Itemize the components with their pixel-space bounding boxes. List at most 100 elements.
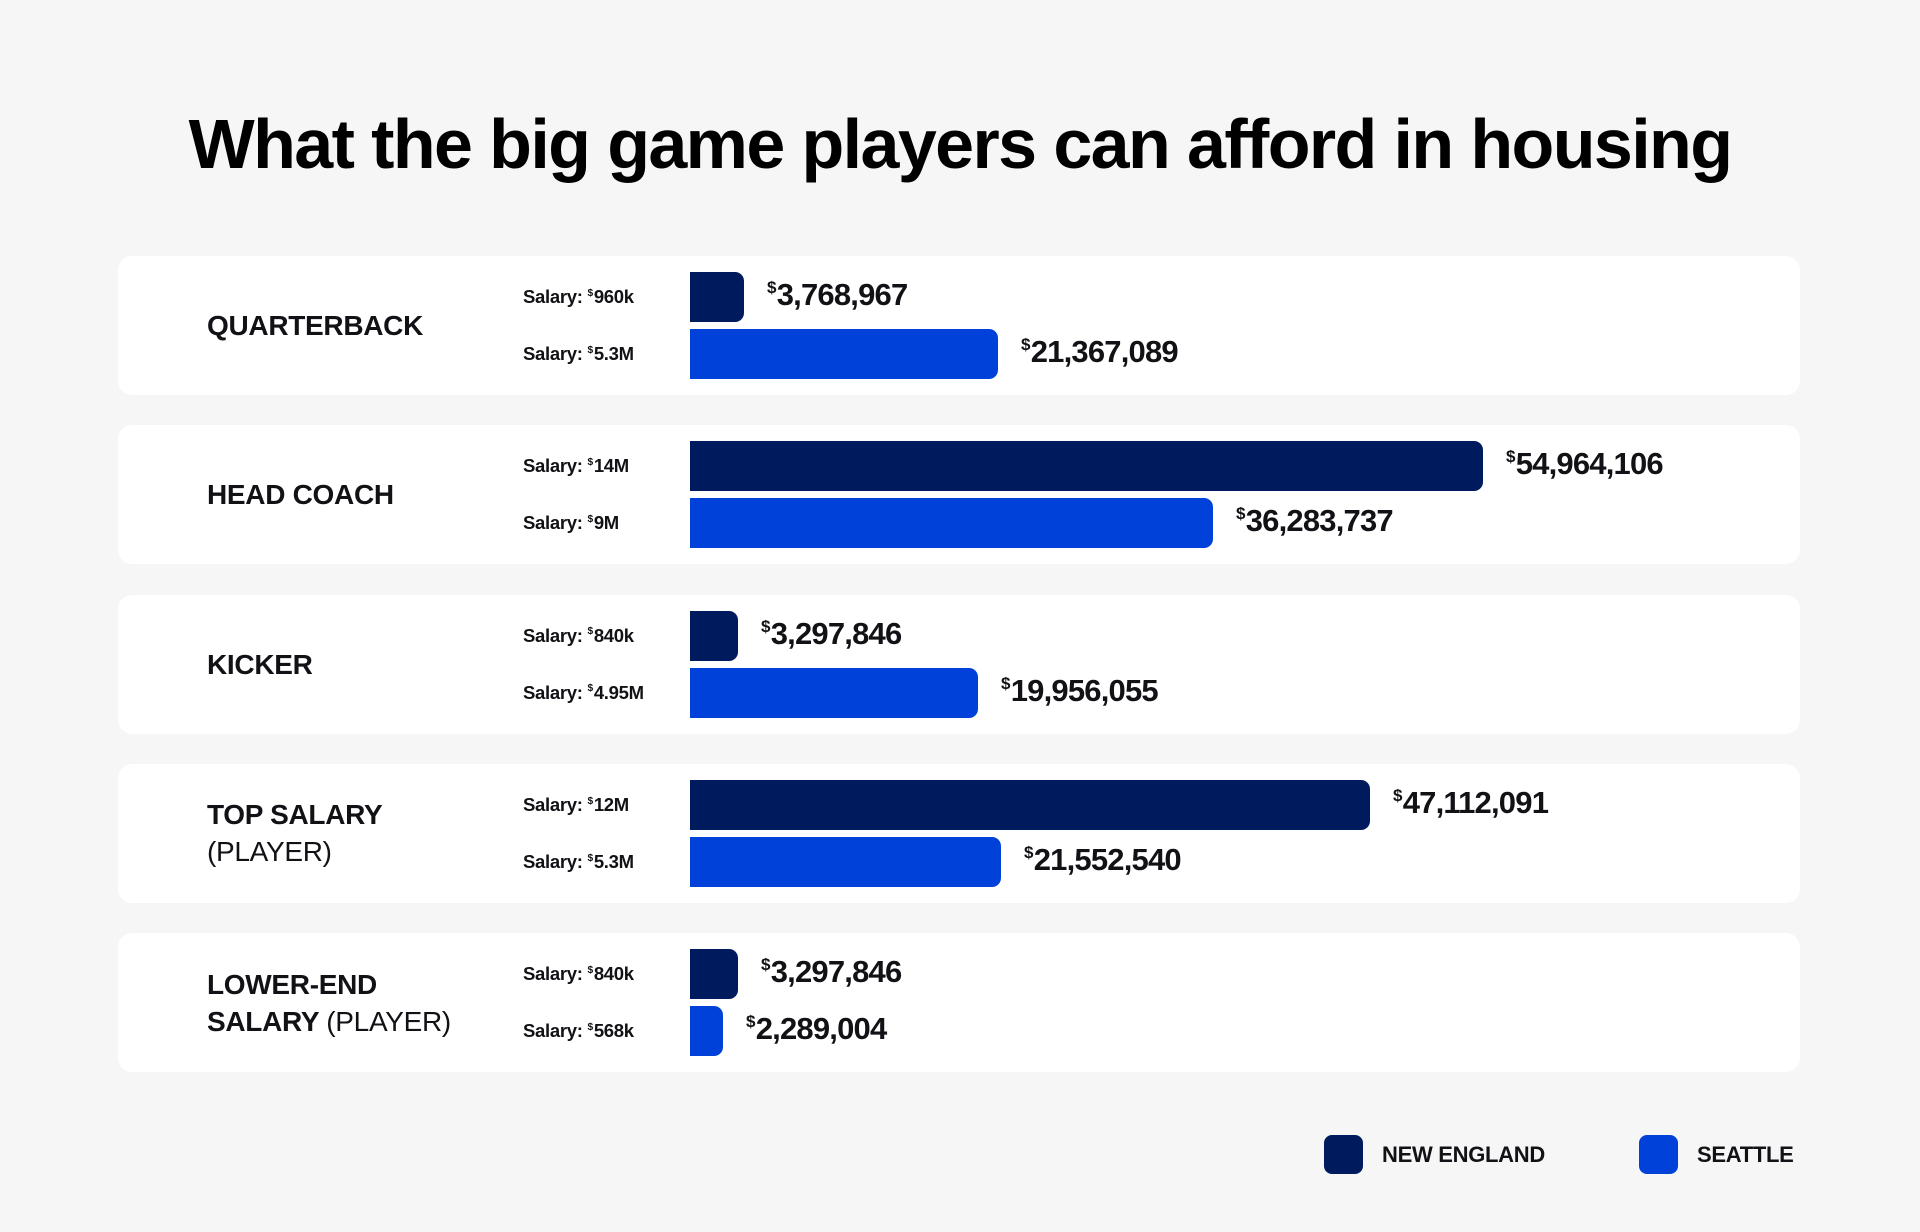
dollar-sign: $ — [1001, 673, 1010, 693]
category-label: LOWER-END SALARY (PLAYER) — [207, 933, 451, 1072]
dollar-sign: $ — [587, 852, 593, 864]
dollar-sign: $ — [761, 955, 770, 975]
dollar-sign: $ — [587, 457, 593, 469]
value-label: $21,367,089 — [1021, 329, 1179, 379]
salary-label: Salary: $12M — [523, 793, 629, 815]
bar-new-england — [690, 949, 738, 999]
value-number: 3,297,846 — [770, 615, 903, 651]
value-number: 21,367,089 — [1030, 334, 1179, 369]
dollar-sign: $ — [1506, 447, 1515, 467]
salary-value: 840k — [593, 963, 634, 984]
category-label-qualifier: (PLAYER) — [326, 1005, 451, 1037]
salary-label: Salary: $840k — [523, 963, 634, 984]
salary-label: Salary: $568k — [523, 1020, 634, 1041]
value-number: 21,552,540 — [1033, 841, 1182, 877]
value-label: $3,297,846 — [761, 949, 903, 999]
bar-new-england — [690, 779, 1370, 830]
salary-label: Salary: $4.95M — [523, 681, 644, 703]
bar-seattle — [690, 667, 978, 718]
bar-row-new-england: Salary: $840k $3,297,846 — [118, 949, 1800, 999]
value-number: 3,768,967 — [776, 277, 909, 312]
category-label-line: SALARY (PLAYER) — [207, 1003, 451, 1040]
legend-label: NEW ENGLAND — [1382, 1141, 1545, 1167]
bar-seattle — [690, 836, 1001, 887]
value-label: $19,956,055 — [1001, 668, 1159, 718]
salary-value: 5.3M — [593, 343, 634, 364]
category-label-bold: TOP SALARY — [207, 799, 383, 831]
bar-row-seattle: Salary: $4.95M $19,956,055 — [118, 667, 1800, 718]
legend-item-new-england: NEW ENGLAND — [1324, 1135, 1545, 1174]
legend-label: SEATTLE — [1697, 1141, 1794, 1167]
dollar-sign: $ — [587, 626, 593, 638]
bar-new-england — [690, 610, 738, 661]
value-label: $36,283,737 — [1236, 498, 1394, 548]
value-number: 2,289,004 — [755, 1011, 888, 1046]
salary-value: 9M — [593, 512, 619, 534]
value-number: 19,956,055 — [1010, 672, 1159, 708]
salary-value: 12M — [593, 793, 629, 815]
value-label: $3,768,967 — [767, 272, 909, 322]
category-card: LOWER-END SALARY (PLAYER) Salary: $840k $3,… — [118, 933, 1800, 1072]
category-card: TOP SALARY (PLAYER) Salary: $12M $47,112,09… — [118, 763, 1800, 903]
bar-row-seattle: Salary: $9M $36,283,737 — [118, 498, 1800, 549]
value-number: 3,297,846 — [770, 954, 903, 989]
salary-label: Salary: $840k — [523, 624, 634, 646]
legend-swatch-seattle — [1639, 1135, 1678, 1174]
salary-value: 4.95M — [593, 681, 644, 703]
bar-row-seattle: Salary: $5.3M $21,552,540 — [118, 836, 1800, 887]
salary-label: Salary: $960k — [523, 286, 634, 307]
category-card: QUARTERBACK Salary: $960k $3,768,967 Salary… — [118, 256, 1800, 395]
dollar-sign: $ — [587, 1021, 593, 1033]
salary-value: 568k — [593, 1020, 634, 1041]
value-label: $47,112,091 — [1393, 780, 1549, 830]
value-number: 54,964,106 — [1515, 446, 1664, 482]
category-label: KICKER — [207, 595, 313, 734]
dollar-sign: $ — [587, 964, 593, 976]
value-label: $3,297,846 — [761, 611, 903, 661]
value-label: $21,552,540 — [1024, 837, 1182, 887]
category-label: QUARTERBACK — [207, 256, 423, 395]
bar-row-new-england: Salary: $960k $3,768,967 — [118, 272, 1800, 322]
salary-label: Salary: $14M — [523, 455, 629, 477]
bar-new-england — [690, 272, 744, 322]
value-number: 47,112,091 — [1402, 784, 1549, 820]
bar-seattle — [690, 1006, 723, 1056]
bar-row-new-england: Salary: $840k $3,297,846 — [118, 610, 1800, 661]
category-label-bold: QUARTERBACK — [207, 310, 424, 341]
legend-item-seattle: SEATTLE — [1639, 1135, 1794, 1174]
dollar-sign: $ — [746, 1012, 755, 1032]
bar-row-seattle: Salary: $568k $2,289,004 — [118, 1006, 1800, 1056]
bar-seattle — [690, 329, 998, 379]
dollar-sign: $ — [761, 616, 770, 636]
value-label: $2,289,004 — [746, 1006, 888, 1056]
salary-value: 14M — [593, 455, 629, 477]
bar-row-new-england: Salary: $12M $47,112,091 — [118, 779, 1800, 830]
salary-label: Salary: $5.3M — [523, 343, 634, 364]
category-label-line: LOWER-END — [207, 968, 377, 1000]
bar-row-seattle: Salary: $5.3M $21,367,089 — [118, 329, 1800, 379]
dollar-sign: $ — [1393, 785, 1402, 805]
salary-value: 840k — [593, 624, 634, 646]
category-label-bold: HEAD COACH — [207, 479, 394, 511]
value-number: 36,283,737 — [1245, 503, 1394, 539]
bar-row-new-england: Salary: $14M $54,964,106 — [118, 441, 1800, 492]
category-label: TOP SALARY (PLAYER) — [207, 764, 383, 903]
dollar-sign: $ — [587, 287, 593, 299]
salary-label: Salary: $9M — [523, 512, 619, 534]
dollar-sign: $ — [767, 278, 776, 298]
chart-title: What the big game players can afford in … — [188, 105, 1733, 183]
value-label: $54,964,106 — [1506, 441, 1664, 491]
category-label-qualifier: (PLAYER) — [207, 836, 332, 868]
category-label: HEAD COACH — [207, 425, 394, 564]
dollar-sign: $ — [1024, 842, 1033, 862]
salary-label: Salary: $5.3M — [523, 850, 634, 872]
dollar-sign: $ — [1021, 335, 1030, 355]
dollar-sign: $ — [1236, 504, 1245, 524]
category-label-bold: KICKER — [207, 648, 313, 680]
legend-swatch-new-england — [1324, 1135, 1363, 1174]
category-card: KICKER Salary: $840k $3,297,846 Salary: $4.… — [118, 594, 1800, 734]
category-label-bold: SALARY — [207, 1005, 319, 1037]
category-card: HEAD COACH Salary: $14M $54,964,106 Salary:… — [118, 425, 1800, 565]
dollar-sign: $ — [587, 514, 593, 526]
dollar-sign: $ — [587, 344, 593, 356]
